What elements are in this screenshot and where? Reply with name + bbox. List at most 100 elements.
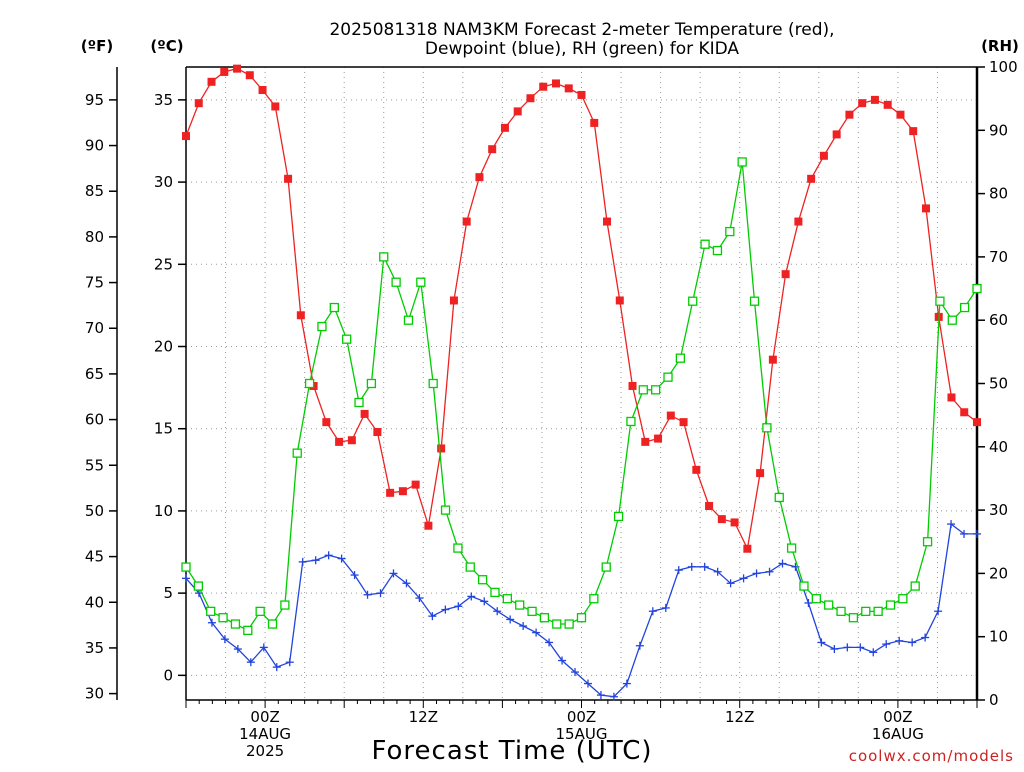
rh-point bbox=[873, 606, 883, 617]
celsius-tick-label: 10 bbox=[154, 502, 173, 520]
rh-tick-label: 70 bbox=[989, 248, 1008, 266]
rh-point bbox=[688, 296, 698, 306]
temperature-point bbox=[832, 130, 841, 139]
temperature-point bbox=[271, 102, 280, 111]
fahrenheit-tick-label: 90 bbox=[85, 137, 104, 155]
dewpoint-point bbox=[571, 668, 580, 677]
temperature-point bbox=[679, 418, 688, 427]
temperature-point bbox=[973, 418, 981, 427]
dewpoint-point bbox=[389, 569, 398, 578]
rh-point bbox=[762, 423, 772, 433]
dewpoint-point bbox=[259, 643, 268, 652]
rh-point bbox=[910, 581, 920, 591]
x-tick-label: 12Z bbox=[725, 708, 754, 726]
chart-axes bbox=[109, 66, 985, 708]
temperature-point bbox=[743, 544, 752, 553]
rh-point bbox=[428, 378, 438, 389]
rh-point bbox=[972, 283, 982, 294]
dewpoint-point bbox=[324, 551, 333, 560]
temperature-point bbox=[513, 107, 522, 116]
temperature-point bbox=[756, 469, 765, 478]
temperature-point bbox=[424, 521, 433, 530]
dewpoint-point bbox=[778, 559, 787, 568]
rh-point bbox=[342, 334, 352, 344]
fahrenheit-unit-label: (ºF) bbox=[81, 37, 113, 55]
dewpoint-point bbox=[934, 607, 943, 616]
temperature-point bbox=[347, 436, 356, 445]
temperature-point bbox=[960, 408, 969, 417]
dewpoint-point bbox=[700, 562, 709, 571]
rh-point bbox=[861, 606, 871, 617]
temperature-point bbox=[794, 217, 803, 226]
temperature-point bbox=[245, 71, 254, 80]
rh-point bbox=[564, 619, 574, 629]
rh-point bbox=[601, 562, 611, 572]
dewpoint-point bbox=[506, 615, 515, 624]
dewpoint-point bbox=[428, 612, 437, 621]
temperature-point bbox=[909, 127, 918, 136]
rh-point bbox=[304, 378, 315, 389]
temperature-point bbox=[207, 77, 216, 86]
rh-point bbox=[502, 594, 512, 604]
chart-title-line-1: 2025081318 NAM3KM Forecast 2-meter Tempe… bbox=[329, 20, 834, 40]
x-tick-label: 16AUG bbox=[872, 725, 924, 743]
temperature-point bbox=[807, 174, 816, 183]
temperature-point bbox=[896, 110, 905, 119]
celsius-tick-label: 0 bbox=[163, 666, 173, 684]
temperature-point bbox=[411, 480, 420, 489]
temperature-point bbox=[373, 428, 382, 437]
dewpoint-point bbox=[532, 628, 541, 637]
rh-tick-label: 100 bbox=[989, 58, 1018, 76]
dewpoint-point bbox=[454, 602, 463, 611]
rh-point bbox=[749, 296, 760, 306]
dewpoint-point bbox=[856, 643, 865, 652]
temperature-point bbox=[258, 86, 267, 95]
rh-point bbox=[885, 600, 896, 610]
fahrenheit-tick-label: 65 bbox=[85, 365, 104, 383]
temperature-point bbox=[194, 99, 203, 108]
rh-point bbox=[181, 562, 191, 572]
fahrenheit-tick-label: 80 bbox=[85, 228, 104, 246]
dewpoint-point bbox=[648, 607, 657, 616]
temperature-point bbox=[921, 204, 930, 213]
rh-point bbox=[255, 606, 265, 617]
temperature-point bbox=[335, 437, 344, 446]
temperature-point bbox=[551, 79, 560, 88]
temperature-point bbox=[845, 110, 854, 119]
rh-unit-label: (RH) bbox=[981, 37, 1019, 55]
temperature-point bbox=[641, 437, 650, 446]
dewpoint-point bbox=[337, 554, 346, 563]
fahrenheit-tick-label: 35 bbox=[85, 639, 104, 657]
fahrenheit-tick-label: 50 bbox=[85, 502, 104, 520]
dewpoint-point bbox=[674, 566, 683, 575]
dewpoint-point bbox=[687, 562, 696, 571]
credit-text: coolwx.com/models bbox=[849, 747, 1014, 765]
temperature-point bbox=[182, 132, 190, 141]
dewpoint-point bbox=[246, 658, 255, 667]
dewpoint-point bbox=[882, 640, 891, 649]
x-tick-label: 00Z bbox=[250, 708, 279, 726]
temperature-point bbox=[220, 67, 229, 76]
fahrenheit-tick-label: 55 bbox=[85, 456, 104, 474]
dewpoint-point bbox=[220, 635, 229, 644]
temperature-line bbox=[185, 67, 978, 551]
rh-point bbox=[638, 385, 648, 395]
rh-point bbox=[527, 606, 537, 617]
rh-point bbox=[453, 543, 463, 553]
rh-point bbox=[243, 625, 253, 636]
temperature-point bbox=[654, 434, 663, 443]
dewpoint-point bbox=[441, 605, 450, 614]
rh-tick-label: 90 bbox=[989, 121, 1008, 139]
rh-point bbox=[922, 537, 933, 547]
dewpoint-point bbox=[947, 520, 956, 529]
dewpoint-point bbox=[765, 567, 774, 576]
tick-labels: 0510152025303530354045505560657075808590… bbox=[85, 58, 1018, 760]
dewpoint-point bbox=[558, 656, 567, 665]
rh-point bbox=[280, 600, 290, 610]
temperature-point bbox=[705, 501, 714, 510]
dewpoint-point bbox=[609, 692, 618, 701]
rh-point bbox=[675, 353, 686, 363]
celsius-tick-label: 20 bbox=[154, 338, 173, 356]
celsius-tick-label: 15 bbox=[154, 420, 173, 438]
temperature-point bbox=[692, 465, 701, 474]
